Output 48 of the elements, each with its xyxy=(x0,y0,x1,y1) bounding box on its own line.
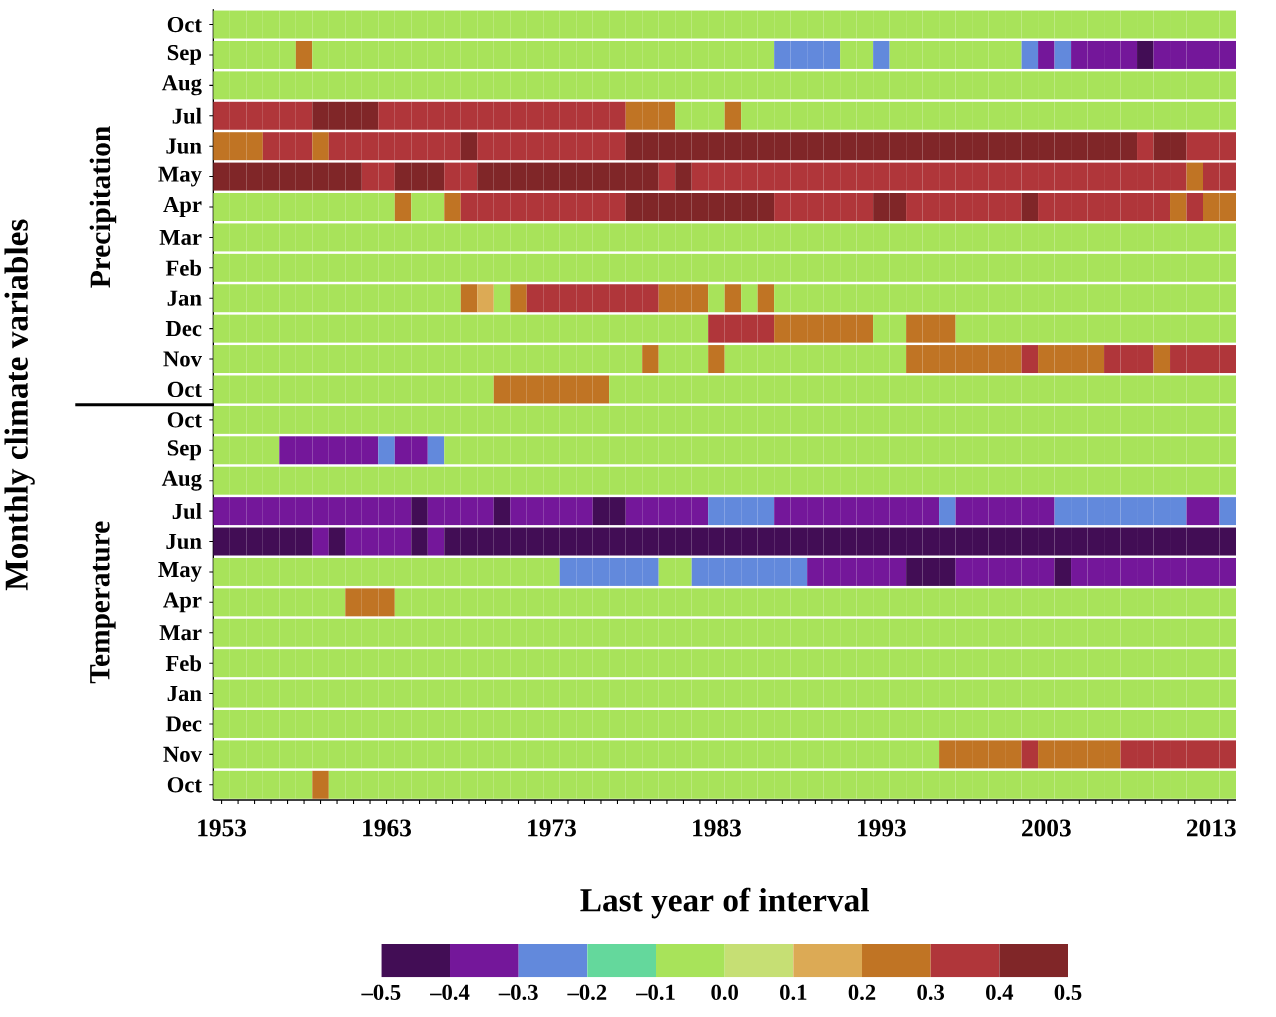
y-tick-label: May xyxy=(158,166,202,187)
color-bar-label: 0.0 xyxy=(711,984,738,1000)
x-tick-label: 1953 xyxy=(198,819,247,837)
y-tick-label: Oct xyxy=(167,16,202,33)
y-tick-label: Jan xyxy=(167,685,202,701)
color-bar-label: 0.4 xyxy=(986,984,1014,1000)
y-tick-label: Apr xyxy=(163,196,202,217)
color-bar-label: –0.1 xyxy=(636,984,675,1000)
color-bar-label: –0.3 xyxy=(498,984,538,1000)
y-tick-label: Sep xyxy=(167,44,202,65)
x-axis-title: Last year of interval xyxy=(580,887,869,919)
y-tick-label: Mar xyxy=(159,229,202,245)
y-tick-label: Feb xyxy=(165,259,202,276)
y-tick-label: Jun xyxy=(166,533,202,549)
color-bar-label: 0.1 xyxy=(780,984,807,1000)
color-bar-label: 0.2 xyxy=(848,984,876,1000)
y-tick-label: Nov xyxy=(163,746,202,762)
y-tick-label: Oct xyxy=(167,412,202,428)
y-tick-label: Jan xyxy=(167,290,202,306)
color-bar-label: 0.5 xyxy=(1054,984,1082,1000)
text: Precipitation xyxy=(89,126,117,288)
x-tick-label: 1993 xyxy=(858,819,906,837)
text: Temperature xyxy=(90,521,116,684)
y-tick-label: Jun xyxy=(166,138,202,154)
y-tick-label: May xyxy=(158,561,202,582)
x-tick-label: 2003 xyxy=(1022,819,1071,837)
y-tick-label: Feb xyxy=(165,655,202,671)
y-tick-label: Jul xyxy=(172,107,202,124)
y-tick-label: Oct xyxy=(167,381,202,397)
y-tick-label: Sep xyxy=(167,440,202,461)
color-bar-label: –0.2 xyxy=(567,984,607,1000)
y-tick-label: Dec xyxy=(165,716,202,732)
x-tick-label: 1973 xyxy=(528,819,576,837)
y-tick-label: Aug xyxy=(161,75,202,96)
x-tick-label: 2013 xyxy=(1187,819,1236,837)
y-tick-label: Nov xyxy=(163,351,202,367)
x-tick-label: 1963 xyxy=(363,819,411,837)
y-tick-label: Oct xyxy=(167,777,202,793)
y-tick-label: Aug xyxy=(161,470,202,491)
y-tick-label: Jul xyxy=(172,502,202,519)
y-tick-label: Mar xyxy=(159,625,202,641)
y-axis-title: Monthly climate variables xyxy=(4,219,35,591)
y-tick-label: Dec xyxy=(165,320,202,337)
color-bar-label: 0.3 xyxy=(917,984,945,1000)
color-bar-label: –0.5 xyxy=(361,984,401,1000)
x-tick-label: 1983 xyxy=(693,819,741,837)
color-bar-label: –0.4 xyxy=(430,984,470,1000)
y-tick-label: Apr xyxy=(163,592,202,613)
